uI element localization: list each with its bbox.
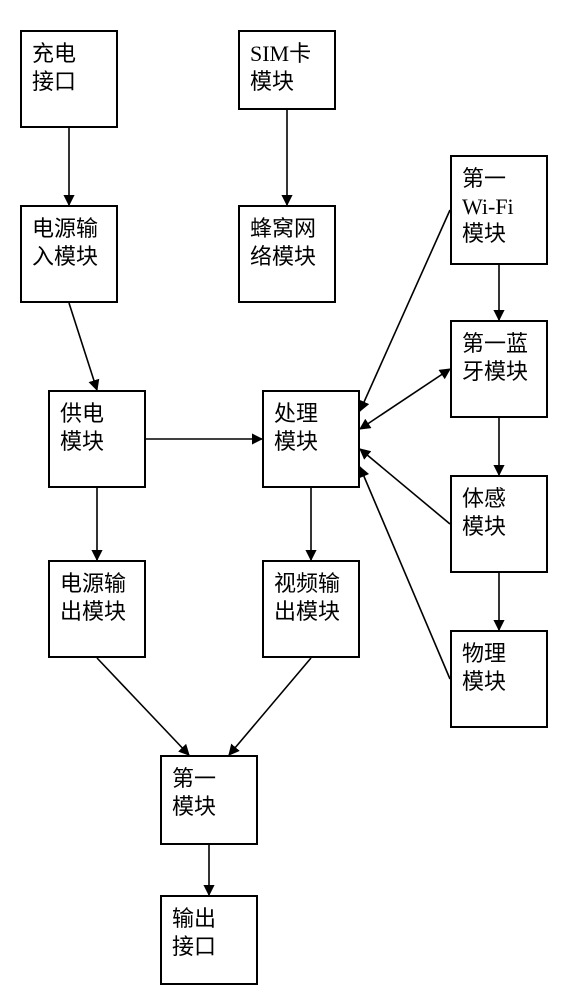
edge-bt1-process [360,369,450,429]
node-physics: 物理 模块 [450,630,548,728]
node-motion: 体感 模块 [450,475,548,573]
edge-video_out-module1 [229,658,311,755]
node-power_supply: 供电 模块 [48,390,146,488]
node-label: 输出 接口 [172,905,216,960]
node-bt1: 第一蓝 牙模块 [450,320,548,418]
node-power_out: 电源输 出模块 [48,560,146,658]
edge-motion-process [360,449,450,524]
node-label: 第一 Wi-Fi 模块 [462,165,514,248]
edge-physics-process [360,467,450,679]
node-label: SIM卡 模块 [250,40,311,95]
node-label: 物理 模块 [462,640,506,695]
node-module1: 第一 模块 [160,755,258,845]
node-label: 蜂窝网 络模块 [250,215,316,270]
node-power_in: 电源输 入模块 [20,205,118,303]
node-label: 第一蓝 牙模块 [462,330,528,385]
node-label: 供电 模块 [60,400,104,455]
node-process: 处理 模块 [262,390,360,488]
node-sim: SIM卡 模块 [238,30,336,110]
edge-power_in-power_supply [69,303,97,390]
node-label: 第一 模块 [172,765,216,820]
node-label: 处理 模块 [274,400,318,455]
node-label: 体感 模块 [462,485,506,540]
edge-wifi1-process [360,210,450,411]
node-cell_net: 蜂窝网 络模块 [238,205,336,303]
edge-power_out-module1 [97,658,189,755]
node-label: 电源输 入模块 [32,215,98,270]
node-video_out: 视频输 出模块 [262,560,360,658]
node-label: 电源输 出模块 [60,570,126,625]
node-wifi1: 第一 Wi-Fi 模块 [450,155,548,265]
node-label: 视频输 出模块 [274,570,340,625]
node-out_port: 输出 接口 [160,895,258,985]
node-label: 充电 接口 [32,40,76,95]
flowchart-canvas: 充电 接口 SIM卡 模块电源输 入模块 蜂窝网 络模块 第一 Wi-Fi 模块供电 … [0,0,582,1000]
node-charge_port: 充电 接口 [20,30,118,128]
